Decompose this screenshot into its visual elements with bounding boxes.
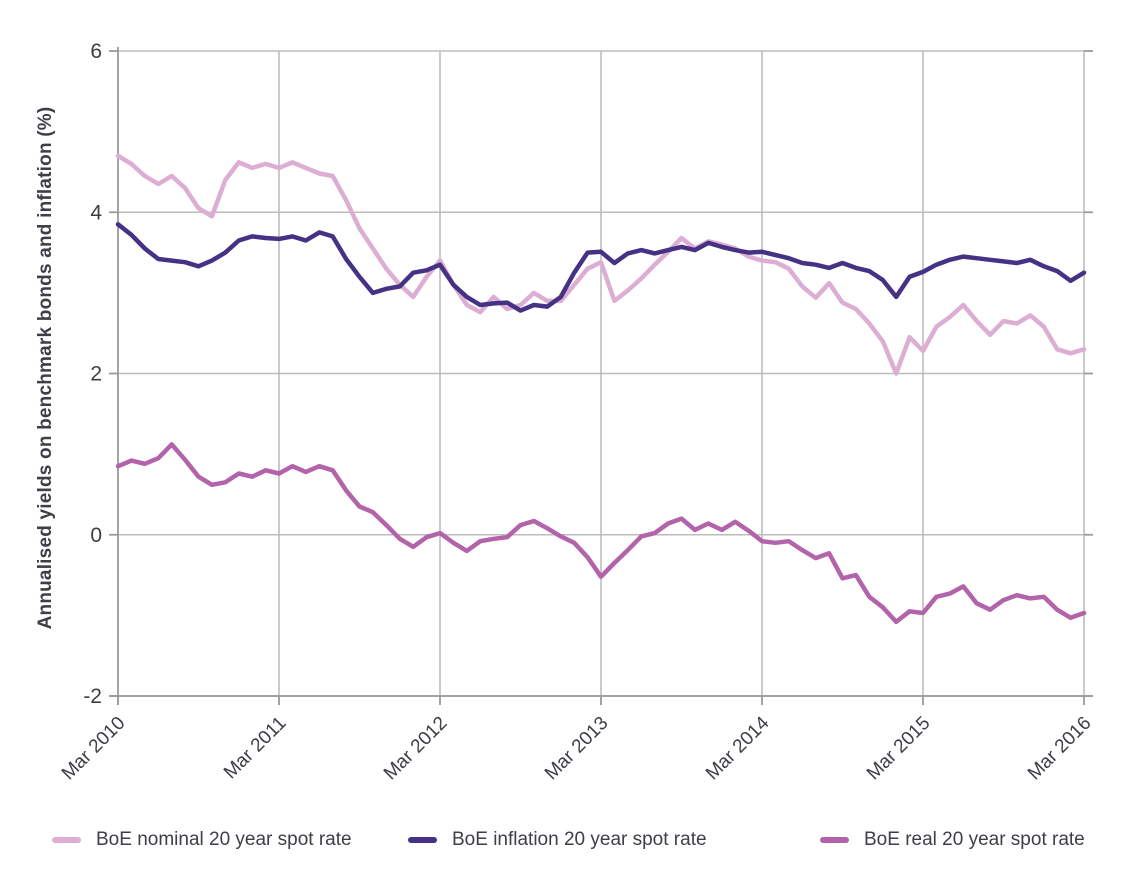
x-tick-label: Mar 2016 bbox=[1024, 713, 1096, 785]
x-tick-label: Mar 2010 bbox=[58, 713, 130, 785]
legend: BoE nominal 20 year spot rate BoE inflat… bbox=[0, 822, 1140, 858]
series-line-1 bbox=[115, 222, 1087, 313]
y-tick-label: 4 bbox=[90, 201, 102, 224]
legend-marker-real-icon bbox=[820, 837, 849, 843]
legend-item-inflation: BoE inflation 20 year spot rate bbox=[408, 822, 707, 858]
x-tick-label: Mar 2012 bbox=[380, 713, 452, 785]
series-line-0 bbox=[115, 153, 1087, 376]
plot-area: 6 4 2 0 -2 Mar 2010 Mar 2011 Mar 2012 Mar 2013 Ma… bbox=[58, 40, 1096, 785]
y-tick-label: 6 bbox=[90, 40, 102, 63]
legend-item-nominal: BoE nominal 20 year spot rate bbox=[52, 822, 352, 858]
x-tick-label: Mar 2011 bbox=[220, 713, 291, 784]
x-tick-label: Mar 2014 bbox=[702, 712, 774, 784]
legend-label-nominal: BoE nominal 20 year spot rate bbox=[96, 829, 352, 850]
y-tick-label: 0 bbox=[90, 524, 102, 547]
legend-item-real: BoE real 20 year spot rate bbox=[820, 822, 1085, 858]
legend-marker-inflation-icon bbox=[408, 837, 437, 843]
legend-marker-nominal-icon bbox=[52, 837, 81, 843]
y-tick-label: -2 bbox=[83, 685, 102, 708]
legend-label-real: BoE real 20 year spot rate bbox=[864, 829, 1085, 850]
x-tick-label: Mar 2015 bbox=[863, 713, 935, 785]
x-tick-label: Mar 2013 bbox=[541, 713, 613, 785]
legend-label-inflation: BoE inflation 20 year spot rate bbox=[452, 829, 707, 850]
series-line-2 bbox=[115, 442, 1087, 625]
y-tick-label: 2 bbox=[90, 363, 102, 386]
